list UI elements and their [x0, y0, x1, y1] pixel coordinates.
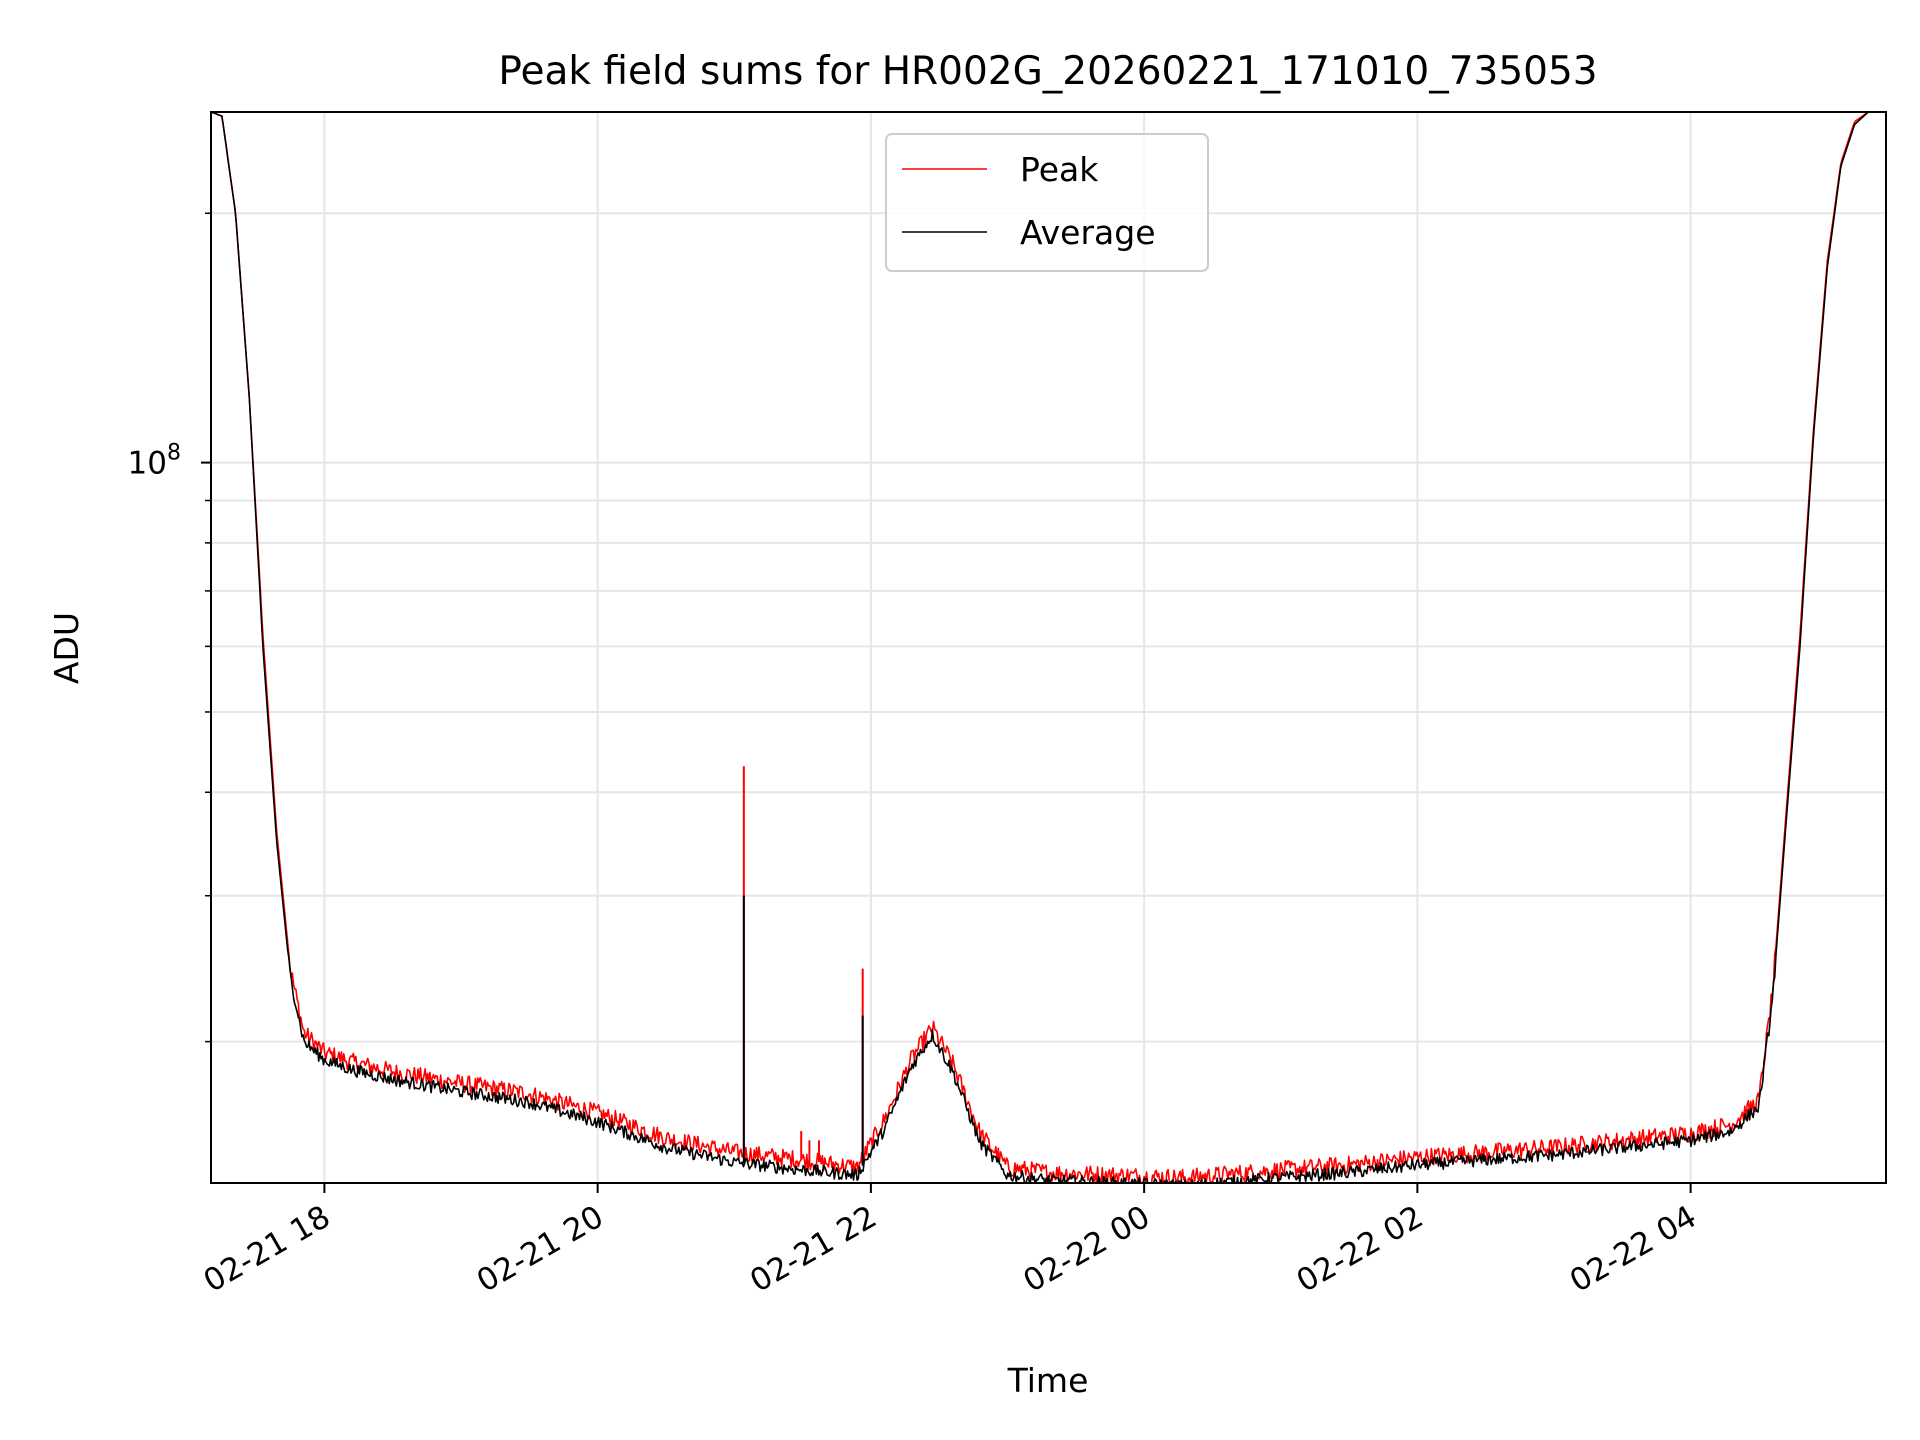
y-tick-label: 108 [128, 441, 181, 482]
chart-title: Peak field sums for HR002G_20260221_1710… [498, 49, 1597, 94]
average-series-line [211, 112, 1886, 1183]
x-axis-label: Time [1007, 1361, 1089, 1400]
series-layer [211, 112, 1886, 1183]
y-axis-label: ADU [47, 612, 86, 684]
legend: Peak Average [885, 133, 1209, 272]
legend-average-label: Average [1020, 213, 1156, 252]
legend-peak-label: Peak [1020, 150, 1099, 189]
plot-frame [210, 111, 1887, 1184]
